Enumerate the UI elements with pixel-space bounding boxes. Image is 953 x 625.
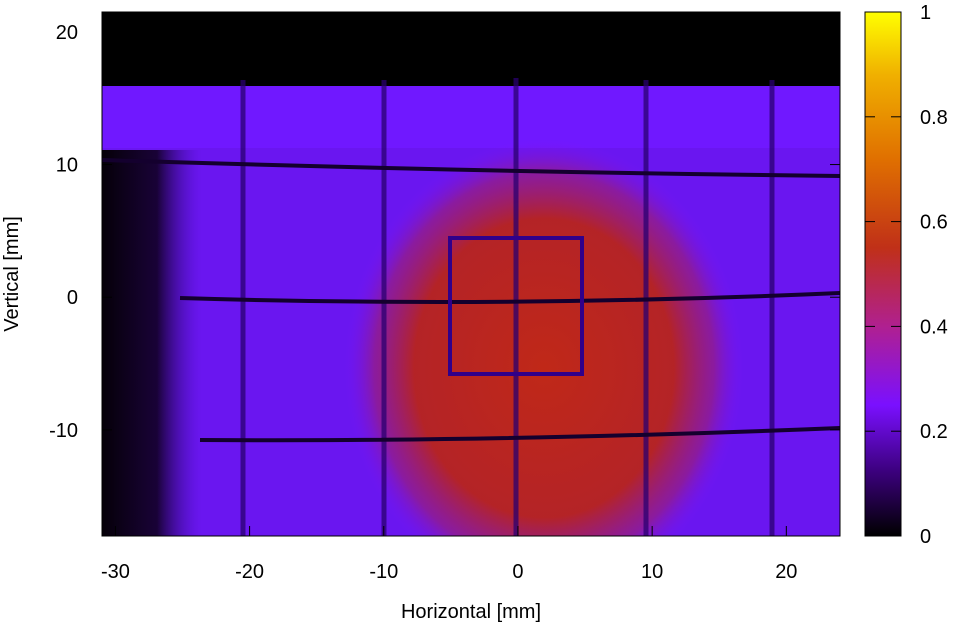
colorbar xyxy=(864,11,902,537)
x-axis-ticks: -30 -20 -10 0 10 20 xyxy=(101,12,797,583)
x-axis-label: Horizontal [mm] xyxy=(401,601,541,623)
x-tick-label: -20 xyxy=(235,561,264,583)
left-dark-edge xyxy=(102,150,202,536)
top-dark-band xyxy=(102,12,840,86)
colorbar-tick-label: 0.6 xyxy=(920,212,948,234)
x-tick-label: -30 xyxy=(101,561,130,583)
y-tick-label: -10 xyxy=(49,420,78,442)
horizontal-grid-shadows xyxy=(102,158,840,443)
square-frame xyxy=(448,236,584,376)
y-axis-ticks: -10 0 10 20 xyxy=(49,22,840,442)
colorbar-tick-label: 0 xyxy=(920,526,931,548)
y-tick-label: 0 xyxy=(67,287,78,309)
upper-beam-band xyxy=(102,86,840,148)
y-tick-label: 10 xyxy=(56,155,78,177)
colorbar-tick-label: 0.8 xyxy=(920,107,948,129)
x-tick-label: 10 xyxy=(641,561,663,583)
central-hot-spot xyxy=(344,138,744,536)
colorbar-tick-label: 1 xyxy=(920,2,931,24)
y-tick-label: 20 xyxy=(56,22,78,44)
x-tick-label: 20 xyxy=(775,561,797,583)
colorbar-ticks: 0 0.2 0.4 0.6 0.8 1 xyxy=(865,2,948,548)
plot-frame xyxy=(101,11,841,537)
heatmap-image xyxy=(102,12,840,536)
y-axis-label: Vertical [mm] xyxy=(1,216,23,332)
vertical-grid-shadows xyxy=(240,78,775,536)
x-tick-label: 0 xyxy=(512,561,523,583)
colorbar-tick-label: 0.4 xyxy=(920,316,948,338)
x-tick-label: -10 xyxy=(369,561,398,583)
colorbar-tick-label: 0.2 xyxy=(920,421,948,443)
